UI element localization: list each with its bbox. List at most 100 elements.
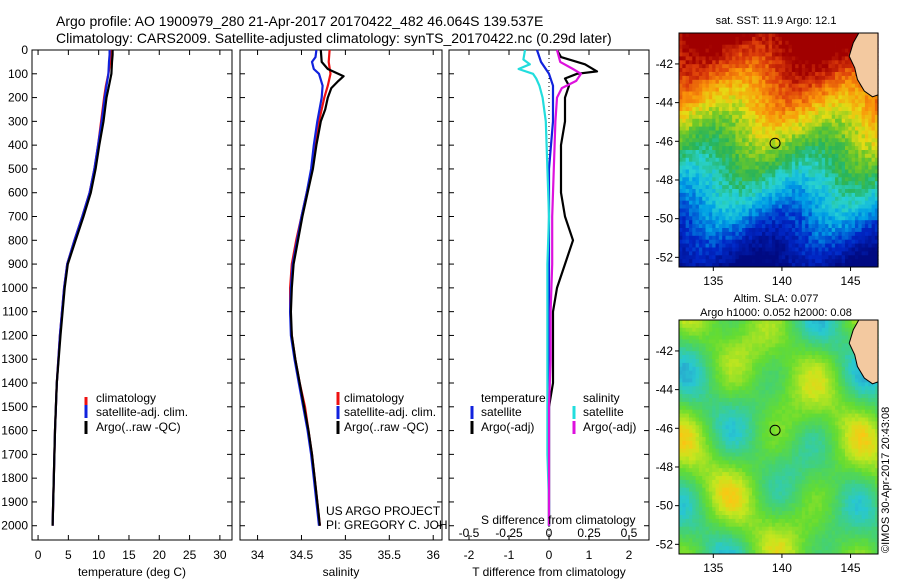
map-cell bbox=[841, 251, 846, 256]
map-cell bbox=[854, 208, 859, 213]
map-cell bbox=[845, 150, 849, 155]
map-cell bbox=[801, 181, 806, 186]
map-cell bbox=[808, 111, 813, 116]
map-cell bbox=[752, 208, 756, 213]
map-cell bbox=[732, 75, 736, 81]
map-cell bbox=[688, 386, 693, 391]
map-cell bbox=[838, 382, 843, 387]
map-cell bbox=[771, 126, 776, 131]
map-cell bbox=[858, 208, 862, 213]
map-cell bbox=[818, 126, 823, 131]
map-cell bbox=[848, 48, 853, 53]
map-cell bbox=[798, 220, 803, 225]
map-cell bbox=[811, 189, 816, 194]
map-cell bbox=[758, 114, 763, 120]
map-cell bbox=[735, 355, 740, 360]
map-cell bbox=[825, 40, 829, 46]
map-cell bbox=[695, 103, 700, 108]
map-cell bbox=[811, 153, 816, 159]
map-cell bbox=[762, 75, 766, 81]
map-cell bbox=[762, 231, 766, 237]
map-cell bbox=[722, 366, 726, 372]
map-cell bbox=[798, 320, 803, 325]
map-cell bbox=[695, 212, 700, 217]
map-cell bbox=[858, 169, 862, 174]
map-cell bbox=[864, 235, 869, 241]
map-cell bbox=[864, 138, 869, 143]
map-cell bbox=[775, 153, 779, 159]
map-cell bbox=[778, 150, 783, 155]
map-cell bbox=[682, 99, 687, 104]
map-cell bbox=[838, 331, 843, 336]
map-cell bbox=[765, 165, 770, 170]
map-cell bbox=[722, 192, 726, 198]
map-cell bbox=[732, 247, 736, 252]
map-cell bbox=[825, 130, 829, 135]
map-cell bbox=[798, 386, 803, 391]
map-cell bbox=[705, 103, 710, 108]
map-cell bbox=[841, 33, 846, 38]
map-cell bbox=[735, 48, 740, 53]
map-cell bbox=[775, 355, 779, 360]
map-cell bbox=[745, 60, 750, 65]
map-cell bbox=[695, 386, 700, 391]
map-cell bbox=[725, 224, 730, 229]
map-cell bbox=[788, 114, 793, 120]
map-cell bbox=[861, 118, 866, 124]
map-cell bbox=[778, 118, 783, 124]
top-tick-label: 0.5 bbox=[621, 526, 638, 540]
map-cell bbox=[861, 259, 866, 264]
map-cell bbox=[738, 335, 743, 340]
map-cell bbox=[788, 263, 793, 268]
map-cell bbox=[725, 181, 730, 186]
map-cell bbox=[861, 177, 866, 182]
map-cell bbox=[841, 339, 846, 344]
map-cell bbox=[841, 192, 846, 198]
map-cell bbox=[748, 263, 753, 268]
map-cell bbox=[828, 134, 833, 139]
map-cell bbox=[728, 224, 733, 229]
map-cell bbox=[688, 134, 693, 139]
map-cell bbox=[738, 122, 743, 127]
map-cell bbox=[679, 390, 683, 395]
map-cell bbox=[771, 95, 776, 100]
map-cell bbox=[758, 185, 763, 190]
map-cell bbox=[705, 114, 710, 120]
map-cell bbox=[718, 323, 723, 329]
map-cell bbox=[682, 146, 687, 151]
map-cell bbox=[755, 142, 760, 147]
map-cell bbox=[708, 68, 713, 73]
map-cell bbox=[705, 382, 710, 387]
map-cell bbox=[685, 327, 690, 333]
map-cell bbox=[705, 239, 710, 244]
map-cell bbox=[818, 165, 823, 170]
map-cell bbox=[798, 362, 803, 368]
map-cell bbox=[828, 161, 833, 166]
map-cell bbox=[708, 259, 713, 264]
map-cell bbox=[679, 263, 683, 268]
map-cell bbox=[745, 87, 750, 92]
map-cell bbox=[685, 40, 690, 46]
map-cell bbox=[715, 339, 720, 344]
map-cell bbox=[748, 355, 753, 360]
map-cell bbox=[692, 114, 696, 120]
map-cell bbox=[845, 165, 849, 170]
map-cell bbox=[758, 247, 763, 252]
map-cell bbox=[845, 114, 849, 120]
map-cell bbox=[695, 122, 700, 127]
map-cell bbox=[725, 161, 730, 166]
map-cell bbox=[705, 192, 710, 198]
map-cell bbox=[828, 259, 833, 264]
map-cell bbox=[679, 173, 683, 178]
map-cell bbox=[854, 99, 859, 104]
map-cell bbox=[821, 142, 826, 147]
map-cell bbox=[705, 390, 710, 395]
map-cell bbox=[758, 52, 763, 57]
map-cell bbox=[815, 64, 819, 69]
map-cell bbox=[861, 247, 866, 252]
map-cell bbox=[791, 247, 796, 252]
map-cell bbox=[708, 36, 713, 42]
map-cell bbox=[702, 91, 706, 96]
map-cell bbox=[705, 79, 710, 85]
map-cell bbox=[679, 243, 683, 248]
